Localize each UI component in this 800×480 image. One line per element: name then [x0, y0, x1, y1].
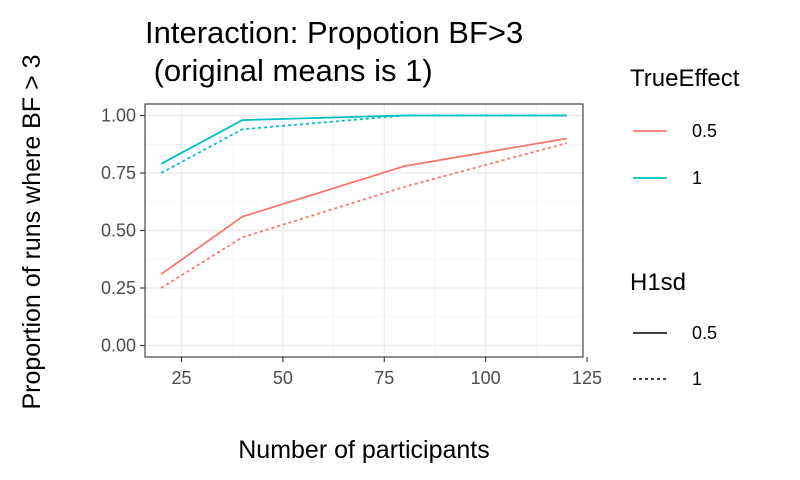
y-tick-label: 0.00: [101, 336, 136, 356]
series-line-trueeffect-0.5-h1sd-0.5: [160, 137, 567, 275]
legend-h1sd-title: H1sd: [630, 269, 686, 296]
y-axis-title: Proportion of runs where BF > 3: [18, 54, 46, 409]
legend-label-h1sd-1: 1: [692, 369, 702, 389]
y-axis: 0.00 0.25 0.50 0.75 1.00: [101, 106, 145, 356]
legend-trueeffect: TrueEffect 0.5 1: [630, 65, 740, 188]
legend-label-trueeffect-1: 1: [692, 168, 702, 188]
x-axis: 25 50 75 100 125: [171, 357, 602, 388]
x-tick-label: 75: [374, 368, 394, 388]
legend-h1sd: H1sd 0.5 1: [630, 269, 717, 389]
x-tick-label: 100: [471, 368, 501, 388]
legend-label-h1sd-0.5: 0.5: [692, 323, 717, 343]
y-tick-label: 0.50: [101, 221, 136, 241]
series-lines: [160, 114, 568, 289]
chart-title-line1: Interaction: Propotion BF>3: [145, 15, 523, 50]
chart-title-line2: (original means is 1): [145, 53, 433, 88]
x-tick-label: 25: [171, 368, 191, 388]
legend-trueeffect-title: TrueEffect: [630, 65, 740, 92]
y-tick-label: 0.75: [101, 163, 136, 183]
grid-major: [145, 104, 583, 357]
x-axis-title: Number of participants: [238, 436, 490, 464]
x-tick-label: 125: [572, 368, 602, 388]
series-line-trueeffect-0.5-h1sd-1: [160, 142, 568, 289]
series-line-trueeffect-1-h1sd-1: [160, 114, 567, 174]
y-tick-label: 1.00: [101, 106, 136, 126]
x-tick-label: 50: [273, 368, 293, 388]
legend-label-trueeffect-0.5: 0.5: [692, 121, 717, 141]
y-tick-label: 0.25: [101, 278, 136, 298]
